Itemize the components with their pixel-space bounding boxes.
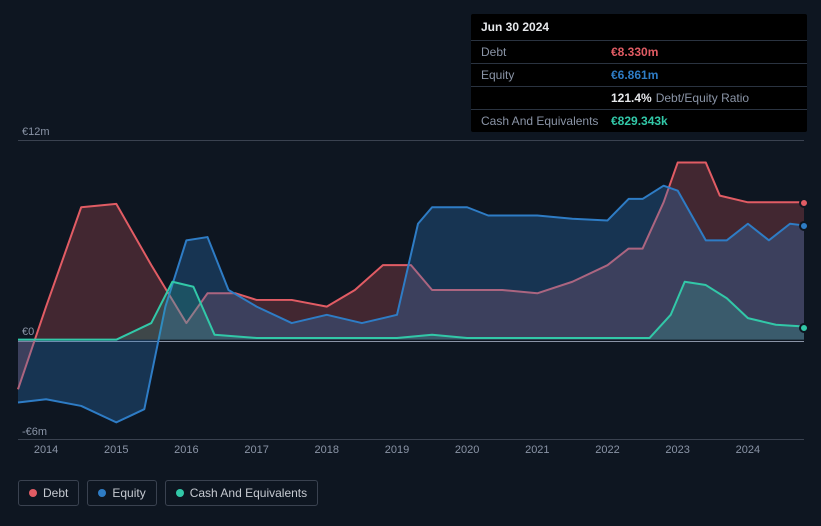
tooltip-row-value: €6.861m xyxy=(611,68,797,82)
y-tick-label: €12m xyxy=(22,126,50,138)
x-tick-label: 2017 xyxy=(244,444,268,456)
tooltip-row-label: Cash And Equivalents xyxy=(481,114,611,128)
x-tick-label: 2023 xyxy=(665,444,689,456)
x-tick-label: 2020 xyxy=(455,444,479,456)
legend-label: Debt xyxy=(43,486,68,500)
legend-dot-icon xyxy=(29,489,37,497)
chart-series xyxy=(18,141,804,439)
x-tick-label: 2024 xyxy=(736,444,760,456)
x-tick-label: 2018 xyxy=(315,444,339,456)
tooltip-row: 121.4%Debt/Equity Ratio xyxy=(471,87,807,110)
x-axis: 2014 2015 2016 2017 2018 2019 2020 2021 2022 2023… xyxy=(18,444,804,460)
legend-item[interactable]: Debt xyxy=(18,480,79,506)
tooltip-row-value: 121.4%Debt/Equity Ratio xyxy=(611,91,797,105)
x-tick-label: 2021 xyxy=(525,444,549,456)
x-tick-label: 2022 xyxy=(595,444,619,456)
legend-dot-icon xyxy=(176,489,184,497)
x-tick-label: 2014 xyxy=(34,444,58,456)
x-tick-label: 2016 xyxy=(174,444,198,456)
tooltip-row-value: €8.330m xyxy=(611,45,797,59)
chart-tooltip: Jun 30 2024 Debt€8.330mEquity€6.861m121.… xyxy=(471,14,807,132)
tooltip-row: Debt€8.330m xyxy=(471,41,807,64)
tooltip-row-label xyxy=(481,91,611,105)
plot-area[interactable] xyxy=(18,140,804,440)
series-end-dot xyxy=(799,198,809,208)
legend-dot-icon xyxy=(98,489,106,497)
legend-label: Cash And Equivalents xyxy=(190,486,307,500)
tooltip-row: Cash And Equivalents€829.343k xyxy=(471,110,807,132)
tooltip-row-label: Equity xyxy=(481,68,611,82)
legend-item[interactable]: Cash And Equivalents xyxy=(165,480,318,506)
tooltip-row-value: €829.343k xyxy=(611,114,797,128)
tooltip-row: Equity€6.861m xyxy=(471,64,807,87)
legend: Debt Equity Cash And Equivalents xyxy=(18,480,318,506)
series-end-dot xyxy=(799,323,809,333)
financial-chart: Jun 30 2024 Debt€8.330mEquity€6.861m121.… xyxy=(0,0,821,526)
tooltip-row-label: Debt xyxy=(481,45,611,59)
legend-item[interactable]: Equity xyxy=(87,480,156,506)
tooltip-date: Jun 30 2024 xyxy=(471,14,807,41)
series-end-dot xyxy=(799,221,809,231)
x-tick-label: 2015 xyxy=(104,444,128,456)
x-tick-label: 2019 xyxy=(385,444,409,456)
legend-label: Equity xyxy=(112,486,145,500)
